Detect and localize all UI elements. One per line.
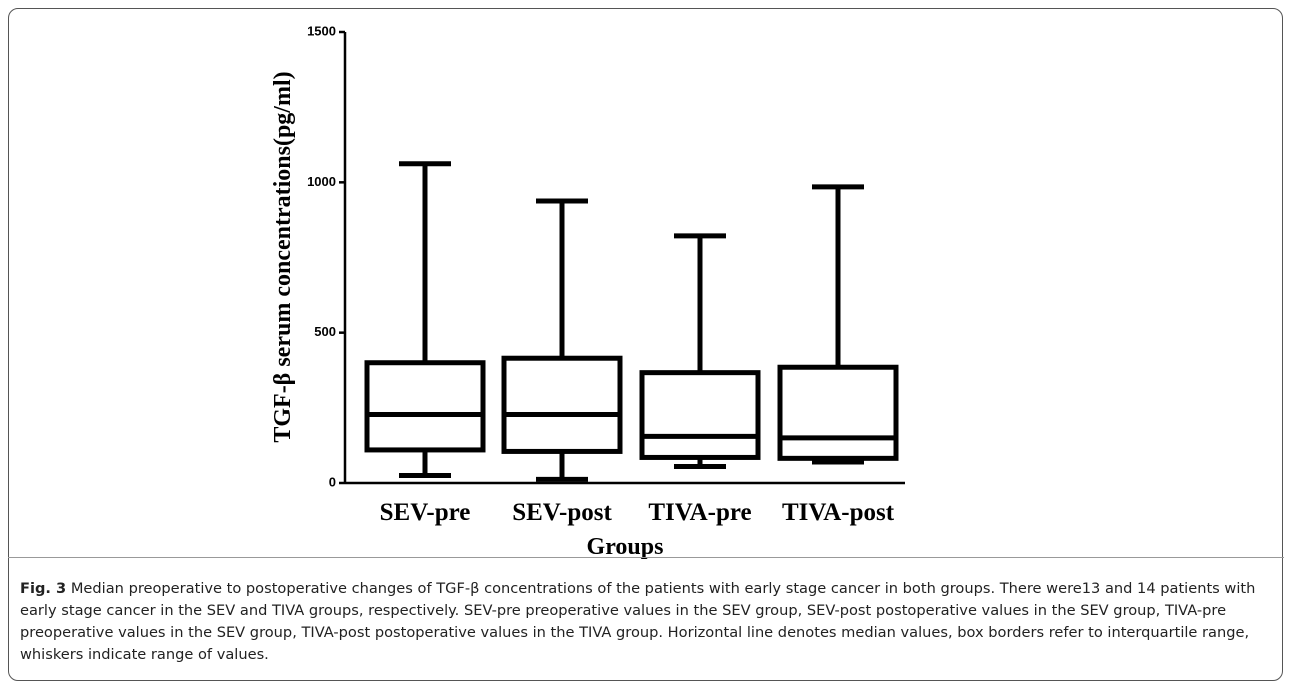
y-axis-title: TGF-β serum concentrations(pg/ml) xyxy=(270,71,296,442)
box xyxy=(777,364,899,461)
x-tick-label: TIVA-pre xyxy=(648,499,751,526)
caption-label: Fig. 3 xyxy=(20,580,67,597)
figure-frame xyxy=(8,8,1283,681)
caption-text: Median preoperative to postoperative cha… xyxy=(20,580,1256,663)
y-tick-label: 1000 xyxy=(307,174,336,189)
divider xyxy=(8,557,1284,558)
box xyxy=(639,370,761,460)
y-tick-label: 0 xyxy=(329,474,336,489)
x-tick-label: TIVA-post xyxy=(782,499,895,526)
box xyxy=(501,355,623,454)
chart: TGF-β serum concentrations(pg/ml) Groups… xyxy=(270,23,905,560)
box xyxy=(364,360,486,453)
y-tick-label: 1500 xyxy=(307,23,336,38)
x-axis-title: Groups xyxy=(587,534,664,560)
y-tick-label: 500 xyxy=(314,324,336,339)
caption: Fig. 3 Median preoperative to postoperat… xyxy=(20,578,1275,666)
x-tick-label: SEV-post xyxy=(512,499,612,526)
x-tick-label: SEV-pre xyxy=(380,499,471,526)
